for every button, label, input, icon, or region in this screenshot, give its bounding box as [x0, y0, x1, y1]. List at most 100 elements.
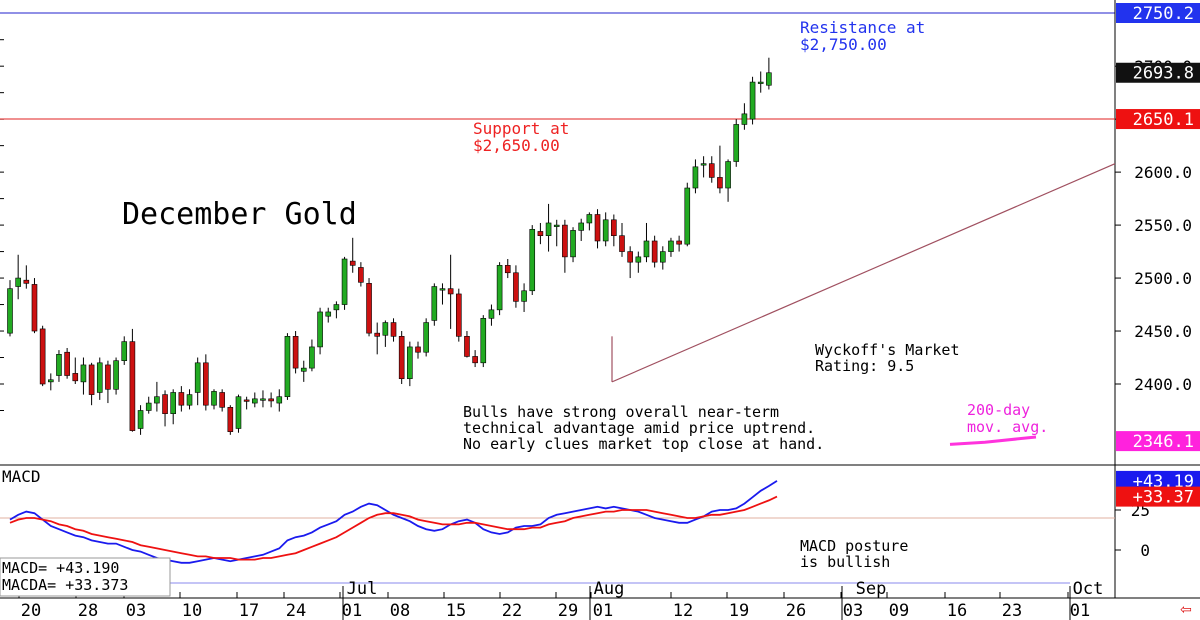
- candle-body: [252, 398, 258, 404]
- candle-body: [96, 362, 103, 393]
- x-tick-label: 10: [182, 601, 202, 620]
- candle-body: [627, 251, 633, 263]
- candle-body: [749, 81, 756, 120]
- candle-body: [186, 394, 193, 406]
- candle-body: [154, 396, 160, 404]
- candle-body: [390, 322, 397, 337]
- candle-body: [80, 364, 87, 383]
- candle-body: [105, 364, 111, 390]
- candle-body: [39, 328, 46, 385]
- macd-value-box: [1116, 486, 1200, 507]
- ma200-line: [949, 435, 1037, 446]
- candle-body: [521, 290, 527, 302]
- candle-body: [211, 391, 217, 406]
- candle-body: [480, 318, 487, 364]
- candle-body: [300, 367, 307, 372]
- support-text-1: Support at: [473, 119, 569, 138]
- candle-body: [358, 267, 364, 283]
- candle-body: [15, 277, 21, 287]
- bulls-text-2: technical advantage amid price uptrend.: [463, 419, 815, 437]
- candle-body: [676, 240, 682, 245]
- macd-series-macd: [9, 480, 778, 564]
- month-label: Aug: [594, 579, 625, 599]
- x-tick-label: 01: [593, 601, 613, 620]
- y-tick-label: 2600.0: [1134, 163, 1192, 182]
- x-tick-label: 22: [502, 601, 522, 620]
- month-label: Sep: [856, 579, 887, 599]
- x-tick-label: 24: [286, 601, 306, 620]
- candle-body: [472, 356, 478, 364]
- candle-body: [194, 362, 201, 393]
- candle-body: [47, 379, 54, 383]
- candle-body: [235, 396, 242, 429]
- last-price-label: 2693.8: [1133, 64, 1194, 84]
- support-text-2: $2,650.00: [473, 136, 560, 155]
- ma200-text-2: mov. avg.: [967, 418, 1048, 436]
- x-tick-label: 08: [390, 601, 410, 620]
- macd-value-label: +33.37: [1133, 488, 1194, 508]
- candle-body: [692, 166, 699, 189]
- candle-body: [643, 240, 650, 258]
- candle-body: [341, 258, 348, 305]
- candle-body: [121, 341, 128, 361]
- candle-body: [162, 394, 168, 414]
- candle-body: [488, 309, 495, 319]
- candle-body: [284, 336, 291, 398]
- candle-body: [537, 231, 544, 236]
- candle-body: [276, 396, 283, 404]
- support-box: [1116, 109, 1200, 130]
- x-tick-label: 17: [239, 601, 259, 620]
- back-arrow-icon[interactable]: ⇦: [1180, 602, 1192, 618]
- macd-readout-box: [0, 557, 171, 597]
- candle-body: [56, 354, 62, 376]
- candle-body: [309, 346, 315, 369]
- x-tick-label: 03: [843, 601, 863, 620]
- bulls-text-1: Bulls have strong overall near-term: [463, 403, 779, 421]
- macd-value-box: [1116, 470, 1200, 491]
- candle-body: [292, 336, 299, 369]
- resistance-label: 2750.2: [1133, 4, 1194, 24]
- candle-body: [407, 346, 413, 380]
- ma200-label: 2346.1: [1133, 432, 1194, 452]
- x-tick-label: 12: [673, 601, 693, 620]
- x-tick-label: 09: [889, 601, 909, 620]
- x-tick-label: 20: [21, 601, 41, 620]
- candle-body: [415, 346, 421, 353]
- candle-body: [317, 311, 323, 348]
- macd-note: MACD posture is bullish: [800, 537, 908, 571]
- candle-body: [578, 222, 585, 231]
- candle-body: [203, 362, 209, 406]
- candle-body: [496, 265, 503, 311]
- date-axis: 20 28 03 10 17 24 01 08 15 22 29 01 12 19 26 03 09 16 23 01…: [18, 579, 1103, 620]
- candle-body: [668, 240, 674, 252]
- candle-body: [611, 219, 617, 236]
- wyckoff-text-1: Wyckoff's Market: [815, 341, 960, 359]
- x-tick-label: 16: [947, 601, 967, 620]
- x-tick-label: 23: [1002, 601, 1022, 620]
- price-axis: 2400.02450.02500.02550.02600.02650.02700…: [0, 0, 1200, 599]
- macd-note-2: is bullish: [800, 553, 890, 571]
- candle-body: [260, 398, 266, 401]
- x-tick-label: 19: [729, 601, 749, 620]
- x-tick-label: 01: [342, 601, 362, 620]
- x-tick-label: 03: [126, 601, 146, 620]
- month-label: Jul: [347, 579, 378, 599]
- candle-body: [594, 214, 601, 242]
- candle-body: [529, 229, 536, 292]
- candle-body: [137, 410, 144, 429]
- candle-body: [602, 219, 609, 242]
- candle-body: [570, 230, 576, 258]
- candle-body: [562, 224, 568, 258]
- candle-body: [382, 322, 389, 336]
- macda-readout: MACDA= +33.373: [2, 576, 128, 594]
- bulls-annotation: Bulls have strong overall near-term tech…: [463, 403, 824, 453]
- support-label: 2650.1: [1133, 110, 1194, 130]
- candle-body: [23, 279, 30, 284]
- x-tick-label: 26: [786, 601, 806, 620]
- candle-body: [545, 222, 552, 236]
- last-price-box: [1116, 62, 1200, 83]
- x-tick-label: 01: [1070, 601, 1090, 620]
- x-tick-label: 28: [78, 601, 98, 620]
